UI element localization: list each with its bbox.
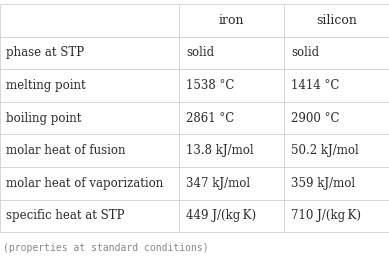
Text: 449 J/(kg K): 449 J/(kg K) (186, 210, 256, 222)
Text: 710 J/(kg K): 710 J/(kg K) (291, 210, 361, 222)
Text: 50.2 kJ/mol: 50.2 kJ/mol (291, 144, 359, 157)
Text: 1538 °C: 1538 °C (186, 79, 234, 92)
Text: specific heat at STP: specific heat at STP (6, 210, 124, 222)
Text: 2861 °C: 2861 °C (186, 112, 234, 124)
Text: solid: solid (186, 46, 214, 59)
Text: molar heat of fusion: molar heat of fusion (6, 144, 125, 157)
Text: (properties at standard conditions): (properties at standard conditions) (3, 243, 209, 253)
Text: phase at STP: phase at STP (6, 46, 84, 59)
Text: 1414 °C: 1414 °C (291, 79, 339, 92)
Text: 13.8 kJ/mol: 13.8 kJ/mol (186, 144, 254, 157)
Text: iron: iron (219, 14, 244, 27)
Text: 359 kJ/mol: 359 kJ/mol (291, 177, 355, 190)
Text: molar heat of vaporization: molar heat of vaporization (6, 177, 163, 190)
Text: boiling point: boiling point (6, 112, 81, 124)
Text: silicon: silicon (316, 14, 357, 27)
Text: 347 kJ/mol: 347 kJ/mol (186, 177, 250, 190)
Text: solid: solid (291, 46, 319, 59)
Text: 2900 °C: 2900 °C (291, 112, 340, 124)
Text: melting point: melting point (6, 79, 86, 92)
